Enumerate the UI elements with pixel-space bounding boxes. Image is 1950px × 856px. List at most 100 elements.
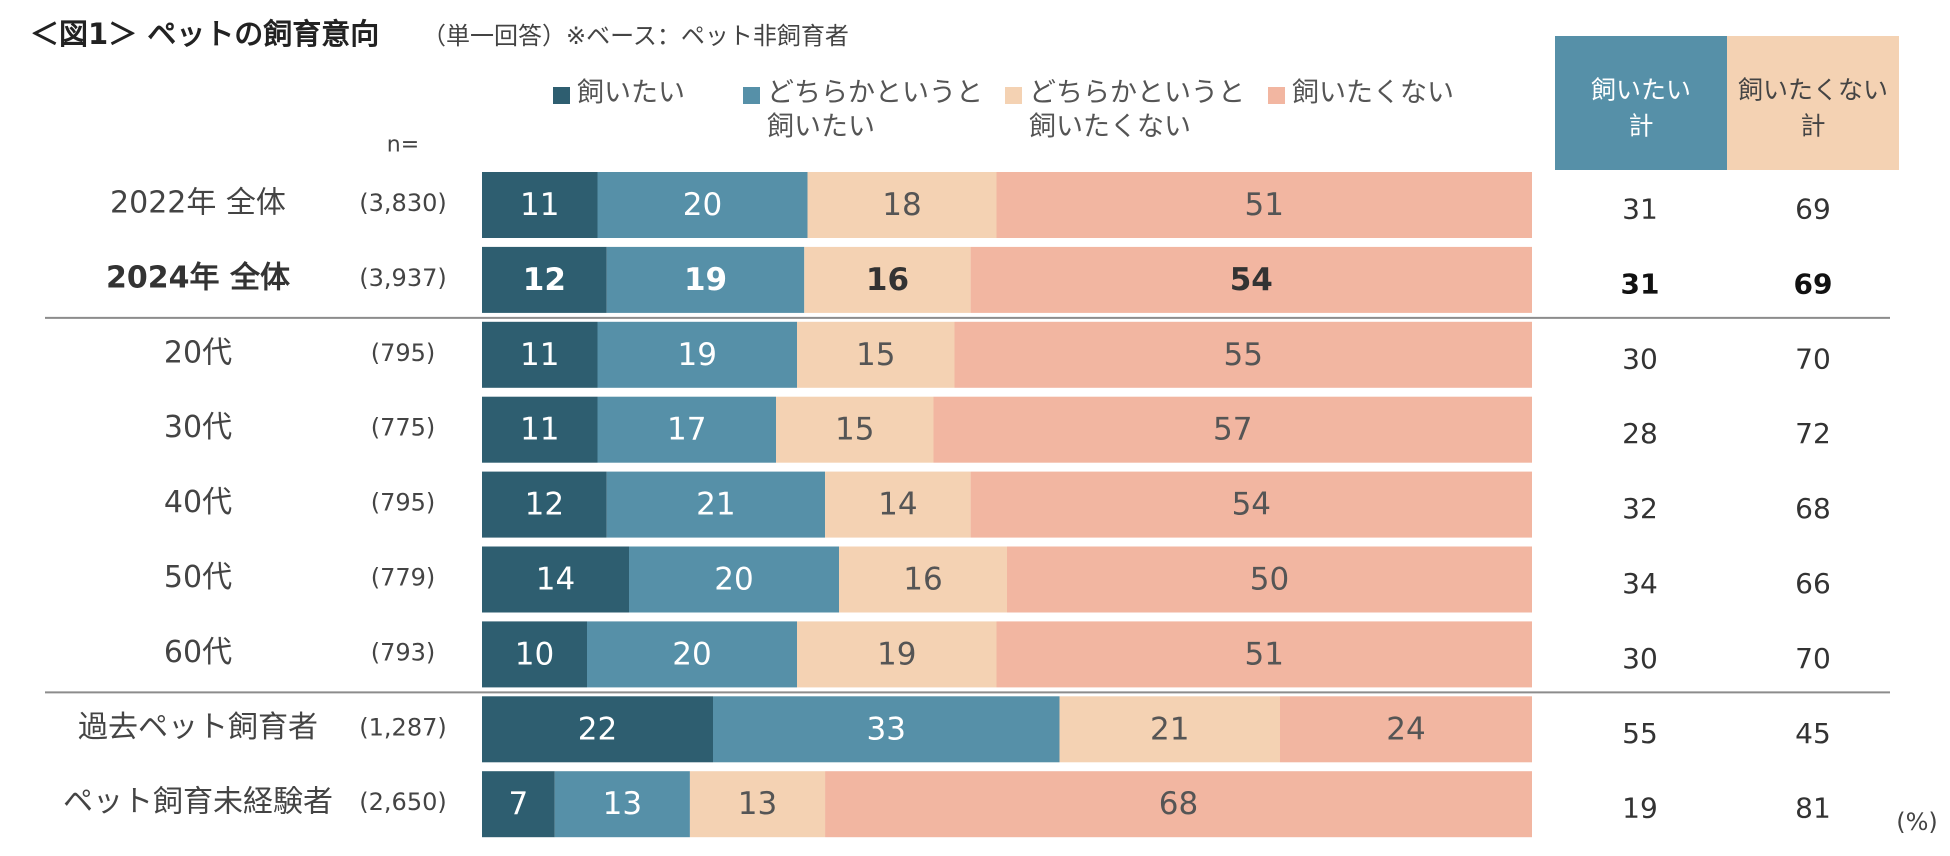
summary-header-box-2 [1727, 36, 1899, 170]
bar-segment-r9-s2 [554, 771, 690, 838]
bar-label-r7-s2: 20 [672, 636, 711, 672]
bar-label-r1-s2: 20 [683, 187, 722, 223]
bar-label-r8-s3: 21 [1150, 711, 1189, 747]
chart-subtitle: （単一回答）※ベース：ペット非飼育者 [422, 22, 849, 50]
summary-header-box-1 [1555, 36, 1727, 170]
row-n-2: (3,937) [359, 264, 446, 292]
bar-segment-r5-s1 [482, 471, 607, 538]
bar-label-r1-s3: 18 [882, 187, 921, 223]
bar-segment-r8-s3 [1059, 696, 1280, 763]
bar-label-r6-s1: 14 [536, 562, 575, 598]
summary-value-r6-c2: 66 [1795, 567, 1831, 600]
bar-label-r3-s2: 19 [678, 337, 717, 373]
chart-title: ＜図1＞ ペットの飼育意向 [30, 17, 379, 51]
legend-swatch-2 [743, 87, 760, 104]
bar-label-r7-s4: 51 [1245, 636, 1284, 672]
summary-value-r7-c2: 70 [1795, 642, 1831, 675]
bar-label-r5-s3: 14 [878, 487, 917, 523]
bar-label-r9-s3: 13 [738, 786, 777, 822]
row-label-1: 2022年 全体 [110, 186, 286, 221]
bar-label-r3-s4: 55 [1224, 337, 1263, 373]
bar-segment-r7-s4 [996, 621, 1532, 688]
bar-segment-r5-s4 [970, 471, 1532, 538]
bar-label-r9-s1: 7 [509, 786, 529, 822]
bar-label-r8-s1: 22 [578, 711, 617, 747]
row-n-5: (795) [371, 489, 436, 517]
row-n-7: (793) [371, 638, 436, 666]
bar-label-r4-s1: 11 [520, 412, 559, 448]
bar-segment-r2-s4 [970, 246, 1532, 313]
bar-label-r4-s4: 57 [1213, 412, 1252, 448]
summary-value-r8-c2: 45 [1795, 717, 1831, 750]
bar-label-r9-s2: 13 [603, 786, 642, 822]
bar-label-r9-s4: 68 [1159, 786, 1198, 822]
bar-segment-r7-s1 [482, 621, 587, 688]
legend-swatch-1 [553, 87, 570, 104]
bar-segment-r9-s3 [689, 771, 826, 838]
summary-header-2-line2: 計 [1800, 112, 1825, 141]
bar-label-r2-s2: 19 [684, 262, 727, 298]
bar-segment-r8-s4 [1280, 696, 1532, 763]
bar-segment-r8-s2 [713, 696, 1060, 763]
summary-header-1-line2: 計 [1628, 112, 1653, 141]
legend-label-2-line2: 飼いたい [767, 112, 875, 143]
bar-label-r1-s1: 11 [520, 187, 559, 223]
row-n-9: (2,650) [359, 788, 446, 816]
bar-label-r6-s2: 20 [714, 562, 753, 598]
row-n-3: (795) [371, 339, 436, 367]
bar-segment-r3-s4 [954, 321, 1532, 388]
bar-segment-r6-s1 [482, 546, 629, 613]
bar-label-r5-s2: 21 [696, 487, 735, 523]
bar-segment-r4-s3 [776, 396, 934, 463]
bar-segment-r4-s4 [933, 396, 1532, 463]
bar-segment-r8-s1 [482, 696, 713, 763]
summary-value-r1-c1: 31 [1622, 193, 1658, 226]
summary-value-r2-c1: 31 [1621, 267, 1660, 300]
bar-segment-r1-s4 [996, 172, 1532, 238]
row-n-8: (1,287) [359, 713, 446, 741]
legend-swatch-4 [1268, 87, 1285, 104]
bar-segment-r5-s2 [606, 471, 826, 538]
row-n-1: (3,830) [359, 189, 446, 217]
row-label-9: ペット飼育未経験者 [63, 785, 333, 820]
bar-segment-r3-s1 [482, 321, 598, 388]
bar-segment-r3-s3 [797, 321, 955, 388]
row-n-6: (779) [371, 564, 436, 592]
bar-label-r6-s4: 50 [1250, 562, 1289, 598]
summary-value-r6-c1: 34 [1622, 567, 1658, 600]
legend-label-4: 飼いたくない [1292, 78, 1454, 109]
summary-header-2-line1: 飼いたくない [1738, 76, 1888, 105]
bar-label-r3-s1: 11 [520, 337, 559, 373]
row-label-4: 30代 [164, 410, 232, 445]
legend-label-3-line1: どちらかというと [1029, 78, 1245, 109]
summary-value-r5-c2: 68 [1795, 492, 1831, 525]
legend-label-1: 飼いたい [577, 78, 685, 109]
bar-segment-r2-s1 [482, 246, 607, 313]
bar-label-r4-s2: 17 [667, 412, 706, 448]
bar-segment-r9-s1 [482, 771, 555, 838]
unit-label: (%) [1896, 808, 1938, 836]
legend-label-2-line1: どちらかというと [767, 78, 983, 109]
summary-value-r7-c1: 30 [1622, 642, 1658, 675]
row-label-2: 2024年 全体 [106, 260, 291, 295]
summary-value-r3-c1: 30 [1622, 342, 1658, 375]
bar-segment-r5-s3 [825, 471, 971, 538]
bar-label-r3-s3: 15 [856, 337, 895, 373]
bar-label-r8-s2: 33 [867, 711, 906, 747]
summary-value-r8-c1: 55 [1622, 717, 1658, 750]
bar-segment-r7-s2 [587, 621, 797, 688]
n-label: n= [387, 133, 419, 158]
legend-label-3-line2: 飼いたくない [1029, 112, 1191, 143]
row-label-6: 50代 [164, 560, 232, 595]
bar-label-r5-s4: 54 [1232, 487, 1271, 523]
summary-value-r1-c2: 69 [1795, 193, 1831, 226]
summary-value-r4-c1: 28 [1622, 417, 1658, 450]
bar-label-r5-s1: 12 [525, 487, 564, 523]
summary-value-r4-c2: 72 [1795, 417, 1831, 450]
bar-segment-r9-s4 [825, 771, 1532, 838]
bar-label-r2-s4: 54 [1230, 262, 1273, 298]
bar-segment-r2-s3 [804, 246, 971, 313]
bar-segment-r6-s2 [629, 546, 839, 613]
row-label-3: 20代 [164, 335, 232, 370]
row-n-4: (775) [371, 414, 436, 442]
